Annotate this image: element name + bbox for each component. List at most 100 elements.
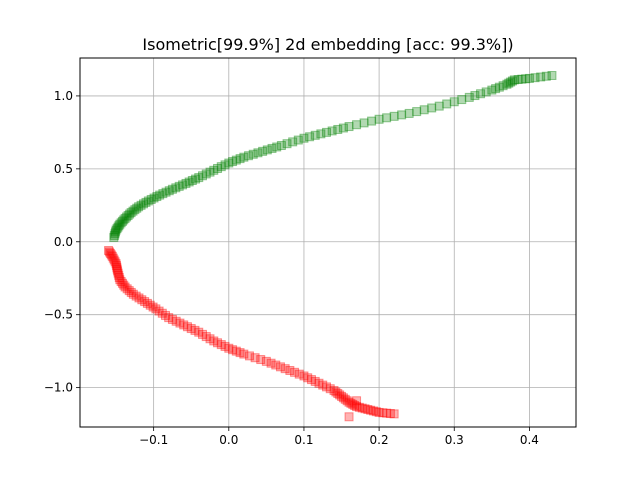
data-point (276, 141, 286, 151)
data-point (160, 310, 170, 320)
data-point (113, 222, 123, 232)
data-point (498, 81, 508, 91)
data-point (231, 155, 241, 165)
data-point (517, 74, 527, 84)
data-point (346, 398, 356, 408)
data-point (360, 404, 370, 414)
data-point (132, 203, 142, 213)
data-point (161, 187, 171, 197)
data-point (306, 375, 316, 385)
data-point (205, 167, 215, 177)
data-point (280, 364, 290, 374)
data-point (504, 78, 514, 88)
data-point (244, 151, 254, 161)
data-point (337, 391, 347, 401)
data-point (389, 409, 399, 419)
data-point (239, 349, 249, 359)
data-point (299, 133, 309, 143)
data-point (111, 259, 121, 269)
data-point (338, 123, 348, 133)
data-point (137, 295, 147, 305)
data-point (506, 77, 516, 87)
data-point (187, 176, 197, 186)
data-point (164, 313, 174, 323)
data-point (530, 73, 540, 83)
data-point (134, 293, 144, 303)
data-point (374, 407, 384, 417)
data-point (359, 118, 369, 128)
x-tick-label: 0.3 (445, 433, 464, 447)
data-point (182, 322, 192, 332)
data-point (293, 135, 303, 145)
data-point (228, 157, 238, 167)
data-point (340, 394, 350, 404)
x-tick-label: −0.1 (139, 433, 168, 447)
data-point (427, 103, 437, 113)
data-point (382, 113, 392, 123)
data-point (194, 327, 204, 337)
data-point (524, 73, 534, 83)
data-point (216, 162, 226, 172)
data-point (119, 215, 129, 225)
data-point (235, 348, 245, 358)
data-point (476, 89, 486, 99)
data-point (108, 253, 118, 263)
grid-lines (80, 58, 576, 427)
data-point (442, 99, 452, 109)
data-point (139, 199, 149, 209)
data-point (348, 399, 358, 409)
data-point (213, 338, 223, 348)
data-point (151, 304, 161, 314)
data-point (134, 202, 144, 212)
data-point (106, 250, 116, 260)
data-point (209, 165, 219, 175)
data-point (321, 382, 331, 392)
data-point (122, 284, 132, 294)
data-point (541, 71, 551, 81)
data-point (239, 152, 249, 162)
data-point (250, 353, 260, 363)
data-point (107, 251, 117, 261)
data-point (256, 355, 266, 365)
data-point (253, 148, 263, 158)
chart-title: Isometric[99.9%] 2d embedding [acc: 99.3… (142, 35, 513, 54)
data-point (367, 116, 377, 126)
data-point (434, 101, 444, 111)
data-point (140, 297, 150, 307)
data-point (201, 169, 211, 179)
data-point (115, 275, 125, 285)
data-point (357, 403, 367, 413)
data-point (487, 85, 497, 95)
data-point (104, 247, 114, 257)
data-point (110, 257, 120, 267)
data-point (141, 197, 151, 207)
data-point (119, 280, 129, 290)
data-point (194, 173, 204, 183)
data-point (335, 390, 345, 400)
x-tick-label: 0.0 (219, 433, 238, 447)
data-points (104, 71, 557, 422)
data-point (235, 154, 245, 164)
axis-ticks: −0.1 0.0 0.1 0.2 0.3 0.4 −1.0 −0.5 0.0 0.5 1.0 (44, 89, 539, 447)
data-point (164, 186, 174, 196)
data-point (261, 356, 271, 366)
y-tick-label: 1.0 (54, 89, 73, 103)
data-point (397, 110, 407, 120)
data-point (142, 298, 152, 308)
data-point (216, 340, 226, 350)
data-point (303, 373, 313, 383)
data-point (333, 388, 343, 398)
x-tick-label: 0.1 (294, 433, 313, 447)
data-point (470, 91, 480, 101)
data-point (310, 130, 320, 140)
data-point (329, 386, 339, 396)
data-point (354, 402, 364, 412)
data-point (368, 406, 378, 416)
data-point (342, 396, 352, 406)
data-point (220, 341, 230, 351)
data-point (209, 336, 219, 346)
data-point (104, 246, 114, 256)
data-point (338, 393, 348, 403)
data-point (125, 209, 135, 219)
